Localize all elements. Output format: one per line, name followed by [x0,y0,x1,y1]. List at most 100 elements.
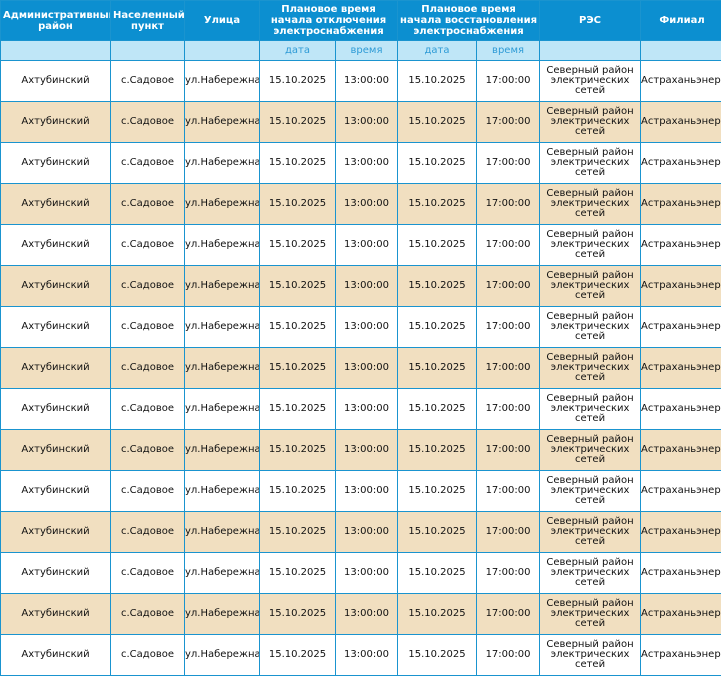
cell-off-date: 15.10.2025 [260,512,336,553]
cell-on-time: 17:00:00 [477,553,540,594]
cell-on-date: 15.10.2025 [398,471,477,512]
header-settlement: Населенный пункт [111,1,185,41]
cell-off-date: 15.10.2025 [260,184,336,225]
cell-on-date: 15.10.2025 [398,389,477,430]
cell-on-time: 17:00:00 [477,102,540,143]
cell-off-date: 15.10.2025 [260,61,336,102]
cell-res: Северный район электрических сетей [540,102,641,143]
subheader-empty [111,41,185,61]
cell-district: Ахтубинский [1,471,111,512]
cell-district: Ахтубинский [1,635,111,676]
cell-on-time: 17:00:00 [477,266,540,307]
cell-branch: Астраханьэнерго [641,430,721,471]
cell-off-time: 13:00:00 [336,225,398,266]
cell-district: Ахтубинский [1,184,111,225]
cell-on-date: 15.10.2025 [398,594,477,635]
cell-on-time: 17:00:00 [477,471,540,512]
cell-settlement: с.Садовое [111,225,185,266]
cell-district: Ахтубинский [1,430,111,471]
cell-district: Ахтубинский [1,348,111,389]
cell-settlement: с.Садовое [111,635,185,676]
cell-res: Северный район электрических сетей [540,184,641,225]
cell-off-time: 13:00:00 [336,635,398,676]
cell-settlement: с.Садовое [111,594,185,635]
cell-street: ул.Набережная [185,594,260,635]
cell-settlement: с.Садовое [111,307,185,348]
cell-on-time: 17:00:00 [477,307,540,348]
cell-district: Ахтубинский [1,143,111,184]
cell-on-date: 15.10.2025 [398,61,477,102]
cell-settlement: с.Садовое [111,430,185,471]
cell-branch: Астраханьэнерго [641,389,721,430]
cell-off-time: 13:00:00 [336,594,398,635]
cell-on-time: 17:00:00 [477,389,540,430]
cell-off-time: 13:00:00 [336,348,398,389]
cell-settlement: с.Садовое [111,102,185,143]
cell-settlement: с.Садовое [111,389,185,430]
cell-off-date: 15.10.2025 [260,307,336,348]
cell-district: Ахтубинский [1,225,111,266]
cell-branch: Астраханьэнерго [641,143,721,184]
cell-off-date: 15.10.2025 [260,143,336,184]
cell-off-date: 15.10.2025 [260,266,336,307]
cell-on-time: 17:00:00 [477,594,540,635]
cell-district: Ахтубинский [1,512,111,553]
cell-off-date: 15.10.2025 [260,553,336,594]
subheader-on-time: время [477,41,540,61]
cell-res: Северный район электрических сетей [540,307,641,348]
cell-branch: Астраханьэнерго [641,225,721,266]
cell-district: Ахтубинский [1,553,111,594]
cell-district: Ахтубинский [1,307,111,348]
cell-on-date: 15.10.2025 [398,307,477,348]
cell-off-time: 13:00:00 [336,471,398,512]
cell-street: ул.Набережная [185,266,260,307]
cell-res: Северный район электрических сетей [540,430,641,471]
cell-street: ул.Набережная [185,184,260,225]
cell-res: Северный район электрических сетей [540,266,641,307]
cell-on-time: 17:00:00 [477,512,540,553]
cell-on-date: 15.10.2025 [398,635,477,676]
cell-on-date: 15.10.2025 [398,143,477,184]
cell-on-date: 15.10.2025 [398,225,477,266]
cell-settlement: с.Садовое [111,553,185,594]
cell-branch: Астраханьэнерго [641,512,721,553]
cell-on-date: 15.10.2025 [398,512,477,553]
cell-street: ул.Набережная [185,307,260,348]
cell-branch: Астраханьэнерго [641,102,721,143]
header-on-time: Плановое время начала восстановления эле… [398,1,540,41]
cell-off-date: 15.10.2025 [260,594,336,635]
header-branch: Филиал [641,1,721,41]
header-district: Административный район [1,1,111,41]
cell-off-time: 13:00:00 [336,512,398,553]
cell-res: Северный район электрических сетей [540,512,641,553]
cell-on-date: 15.10.2025 [398,348,477,389]
cell-on-time: 17:00:00 [477,635,540,676]
cell-district: Ахтубинский [1,61,111,102]
cell-branch: Астраханьэнерго [641,553,721,594]
cell-branch: Астраханьэнерго [641,348,721,389]
cell-off-time: 13:00:00 [336,307,398,348]
cell-branch: Астраханьэнерго [641,266,721,307]
cell-res: Северный район электрических сетей [540,61,641,102]
cell-off-time: 13:00:00 [336,61,398,102]
cell-off-date: 15.10.2025 [260,102,336,143]
cell-off-date: 15.10.2025 [260,471,336,512]
subheader-empty [185,41,260,61]
subheader-empty [641,41,721,61]
cell-on-date: 15.10.2025 [398,184,477,225]
cell-settlement: с.Садовое [111,61,185,102]
subheader-empty [1,41,111,61]
subheader-off-date: дата [260,41,336,61]
cell-res: Северный район электрических сетей [540,553,641,594]
cell-street: ул.Набережная [185,225,260,266]
